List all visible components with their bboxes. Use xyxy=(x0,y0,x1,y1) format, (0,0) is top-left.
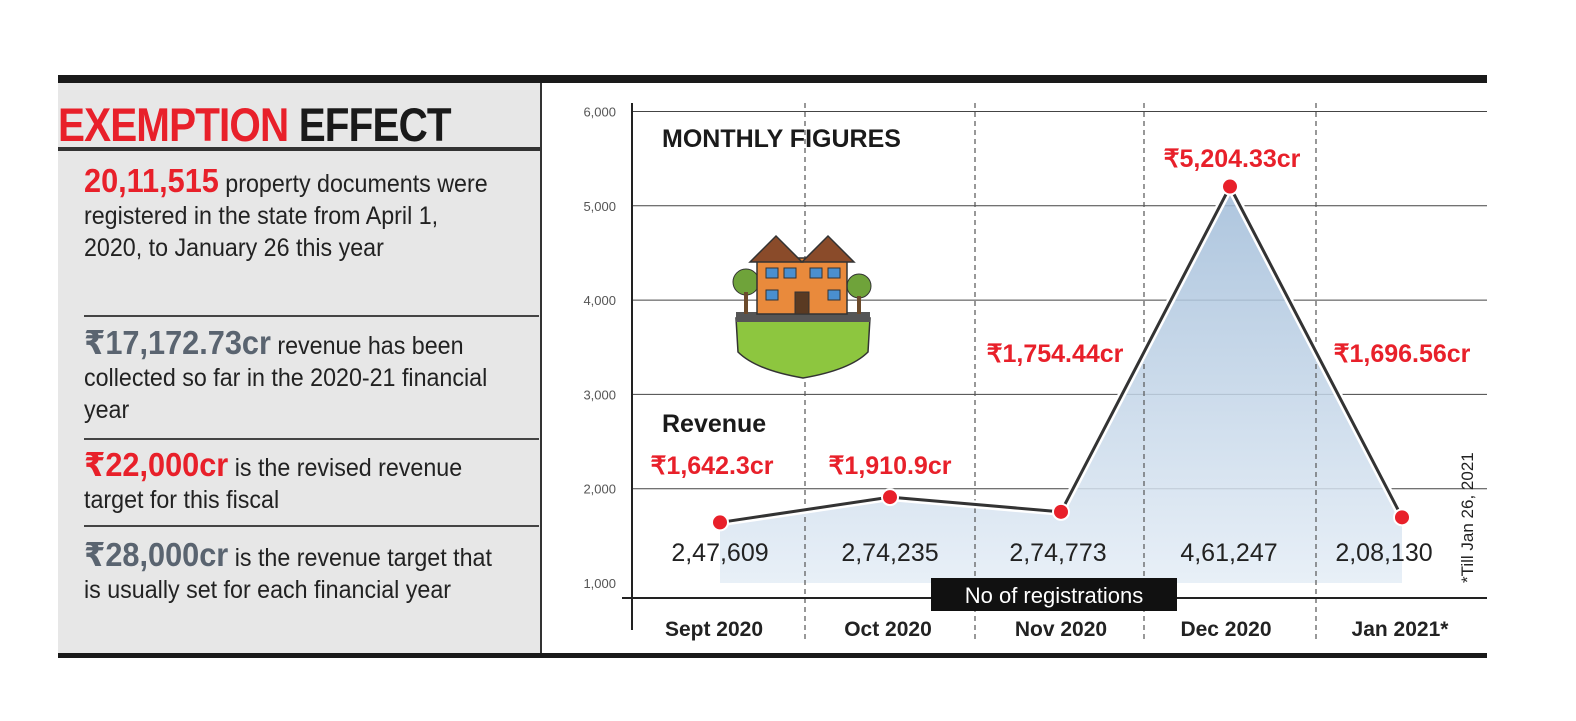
fact-highlight: 20,11,515 xyxy=(84,162,219,199)
infographic: EXEMPTION EFFECT 20,11,515 property docu… xyxy=(58,75,1487,658)
fact-highlight: ₹22,000cr xyxy=(84,446,229,483)
y-tick-label: 2,000 xyxy=(583,482,616,497)
revenue-points xyxy=(711,177,1411,532)
fact-text: property documents were registered in th… xyxy=(84,170,488,262)
registration-count: 4,61,247 xyxy=(1180,539,1277,567)
revenue-label: ₹1,754.44cr xyxy=(987,340,1124,368)
revenue-labels: ₹1,642.3cr ₹1,910.9cr ₹1,754.44cr ₹5,204.33… xyxy=(651,145,1471,480)
fact-divider xyxy=(84,438,539,440)
top-rule xyxy=(58,75,1487,83)
revenue-label: ₹1,910.9cr xyxy=(829,452,952,480)
category-label: Sept 2020 xyxy=(665,618,763,641)
registration-count: 2,08,130 xyxy=(1335,539,1432,567)
y-axis: 1,000 2,000 3,000 4,000 5,000 6,000 xyxy=(583,105,616,592)
revenue-area xyxy=(720,186,1402,583)
fact-highlight: ₹28,000cr xyxy=(84,536,229,573)
fact-divider xyxy=(84,315,539,317)
series-label: Revenue xyxy=(662,410,766,438)
fact-usual-target: ₹28,000cr is the revenue target that is … xyxy=(84,536,493,606)
house-icon xyxy=(732,234,872,379)
registration-count: 2,74,773 xyxy=(1009,539,1106,567)
category-label: Nov 2020 xyxy=(1015,618,1107,641)
category-label: Jan 2021* xyxy=(1352,618,1450,641)
category-labels: Sept 2020 Oct 2020 Nov 2020 Dec 2020 Jan 202… xyxy=(665,618,1449,641)
headline-red: EXEMPTION xyxy=(58,98,289,151)
registration-count: 2,74,235 xyxy=(841,539,938,567)
registrations-badge-text: No of registrations xyxy=(965,583,1144,608)
chart-title: MONTHLY FIGURES xyxy=(662,125,901,153)
fact-registrations: 20,11,515 property documents were regist… xyxy=(84,162,493,264)
fact-revenue-collected: ₹17,172.73cr revenue has been collected … xyxy=(84,324,493,426)
registration-labels: 2,47,609 2,74,235 2,74,773 4,61,247 2,08,130 xyxy=(671,539,1432,567)
headline-black: EFFECT xyxy=(298,98,452,151)
y-tick-label: 6,000 xyxy=(583,105,616,120)
revenue-point xyxy=(1052,502,1070,521)
y-tick-label: 3,000 xyxy=(583,387,616,402)
y-tick-label: 4,000 xyxy=(583,293,616,308)
fact-text: is the revised revenue target for this f… xyxy=(84,454,463,514)
fact-divider xyxy=(84,525,539,527)
category-label: Oct 2020 xyxy=(844,618,932,641)
fact-highlight: ₹17,172.73cr xyxy=(84,324,271,361)
y-tick-label: 1,000 xyxy=(583,576,616,591)
fact-text: revenue has been collected so far in the… xyxy=(84,332,488,424)
revenue-point xyxy=(881,488,899,507)
registrations-badge xyxy=(931,578,1177,611)
y-tick-label: 5,000 xyxy=(583,199,616,214)
revenue-label: ₹5,204.33cr xyxy=(1164,145,1301,173)
bottom-rule xyxy=(58,653,1487,658)
left-panel: EXEMPTION EFFECT 20,11,515 property docu… xyxy=(58,83,542,653)
revenue-area-fill xyxy=(720,186,1402,583)
footnote: *Till Jan 26, 2021 xyxy=(1458,452,1477,583)
revenue-label: ₹1,696.56cr xyxy=(1334,340,1471,368)
revenue-point xyxy=(1393,508,1411,527)
headline-rule xyxy=(58,147,540,151)
revenue-label: ₹1,642.3cr xyxy=(651,452,774,480)
revenue-point xyxy=(1221,177,1239,196)
revenue-point xyxy=(711,513,729,532)
fact-revised-target: ₹22,000cr is the revised revenue target … xyxy=(84,446,493,516)
fact-text: is the revenue target that is usually se… xyxy=(84,544,492,604)
registration-count: 2,47,609 xyxy=(671,539,768,567)
headline: EXEMPTION EFFECT xyxy=(58,97,452,152)
category-label: Dec 2020 xyxy=(1180,618,1271,641)
